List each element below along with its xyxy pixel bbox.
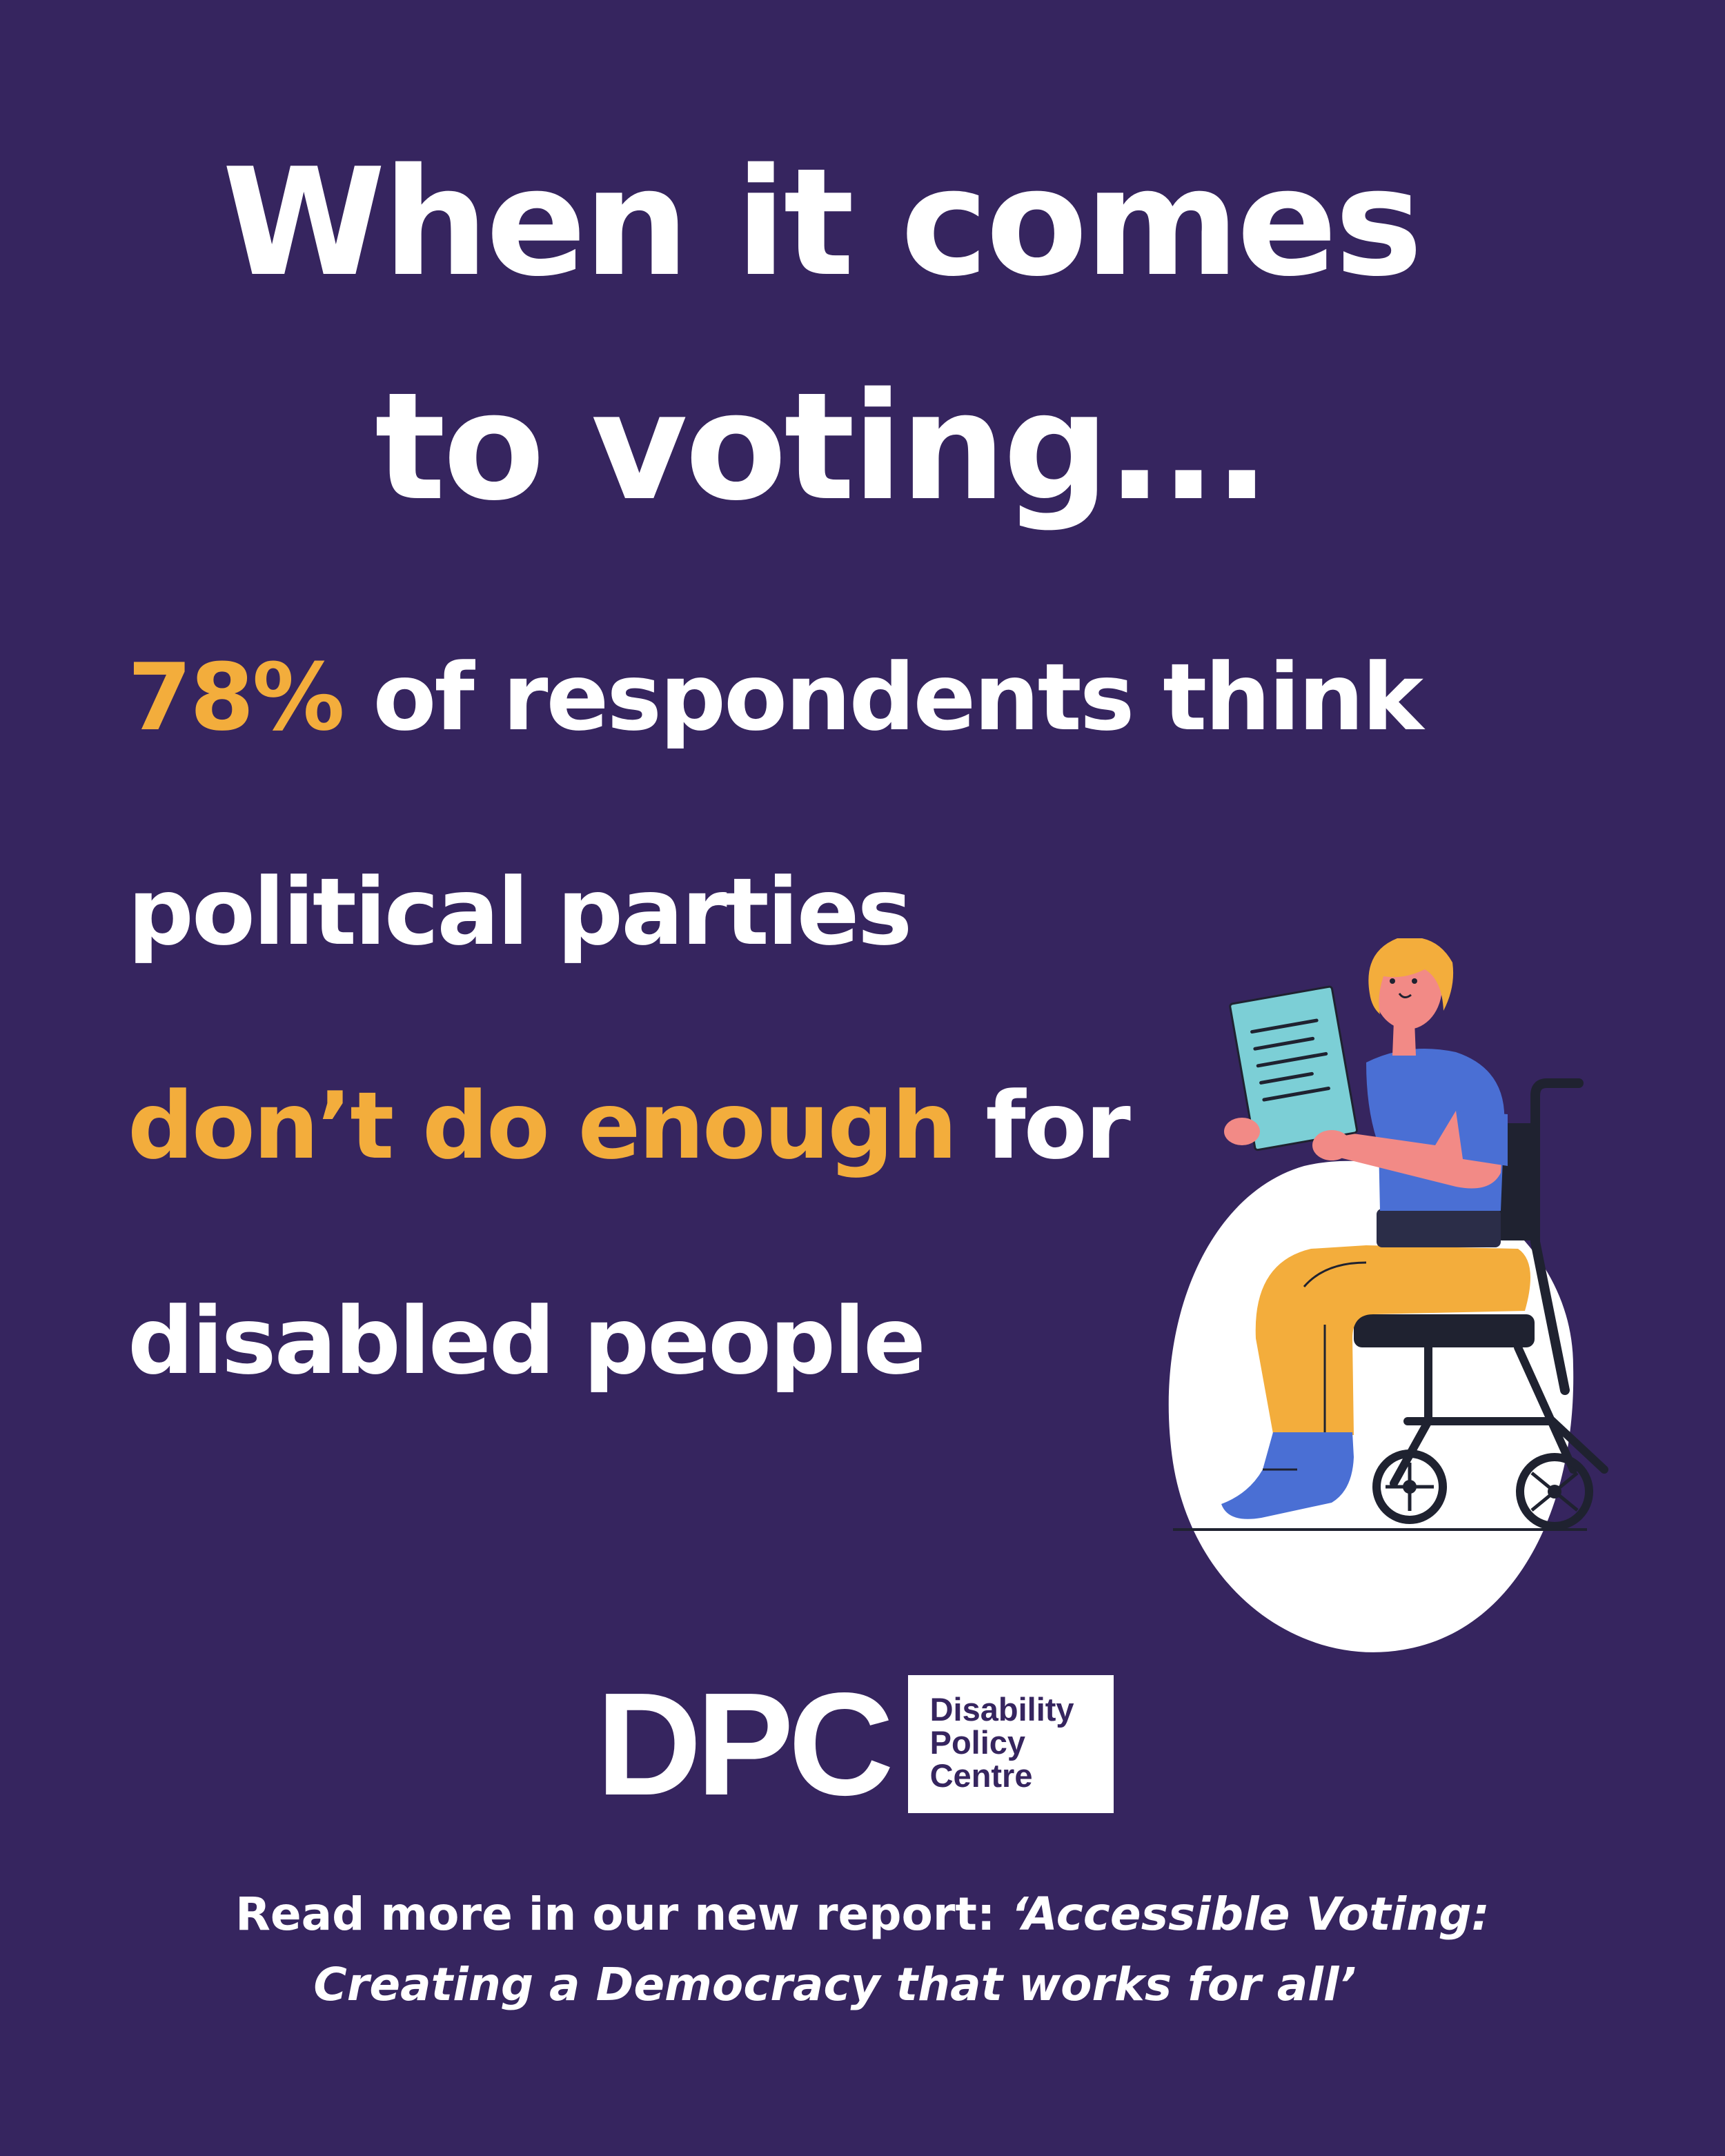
person-hand-left (1224, 1118, 1260, 1145)
statement-line-4: disabled people (128, 1295, 926, 1387)
statement-line-3: don’t do enough for (128, 1080, 1131, 1172)
footer-line-2: Creating a Democracy that works for all’ (0, 1962, 1697, 2008)
person-in-wheelchair-reading-illustration (1168, 938, 1608, 1652)
logo-name-box: Disability Policy Centre (907, 1674, 1114, 1813)
headline-line-1: When it comes (221, 136, 1423, 309)
wheelchair-rear-wheel (1516, 1453, 1593, 1530)
person-hair (1368, 938, 1454, 1014)
statement-line-2-text: political parties (128, 858, 912, 966)
wheelchair-seat (1354, 1314, 1535, 1347)
wheelchair-handle (1530, 1078, 1584, 1395)
logo-mark: DPC (596, 1661, 894, 1826)
headline-line-2: to voting... (375, 360, 1270, 533)
report-title-part-1: ‘Accessible Voting: (1011, 1888, 1490, 1941)
statement-line-3-text: for (985, 1072, 1130, 1180)
logo-name-line-1: Disability (929, 1690, 1074, 1728)
person-neck (1392, 1021, 1416, 1056)
person-hand-right (1312, 1130, 1351, 1160)
footer-line-1: Read more in our new report: ‘Accessible… (0, 1892, 1725, 1937)
dpc-logo: DPC Disability Policy Centre (596, 1661, 1114, 1826)
logo-name-line-3: Centre (929, 1757, 1033, 1794)
wheelchair-frame (1390, 1343, 1608, 1487)
person-shoes (1221, 1432, 1354, 1519)
wheelchair-front-wheel (1372, 1450, 1447, 1524)
person-belt (1377, 1209, 1501, 1247)
document-illustration (1229, 985, 1359, 1151)
logo-name-line-2: Policy (929, 1723, 1026, 1761)
footer-lead: Read more in our new report: (235, 1888, 1012, 1941)
statement-emphasis: don’t do enough (128, 1072, 958, 1180)
statement-line-2: political parties (128, 866, 912, 958)
statement-line-1: 78% of respondents think (128, 651, 1423, 744)
statement-line-4-text: disabled people (128, 1287, 926, 1395)
report-title-part-2: Creating a Democracy that works for all’ (313, 1958, 1357, 2011)
statistic-percent: 78% (128, 644, 345, 751)
statement-line-1-text: of respondents think (373, 644, 1423, 751)
